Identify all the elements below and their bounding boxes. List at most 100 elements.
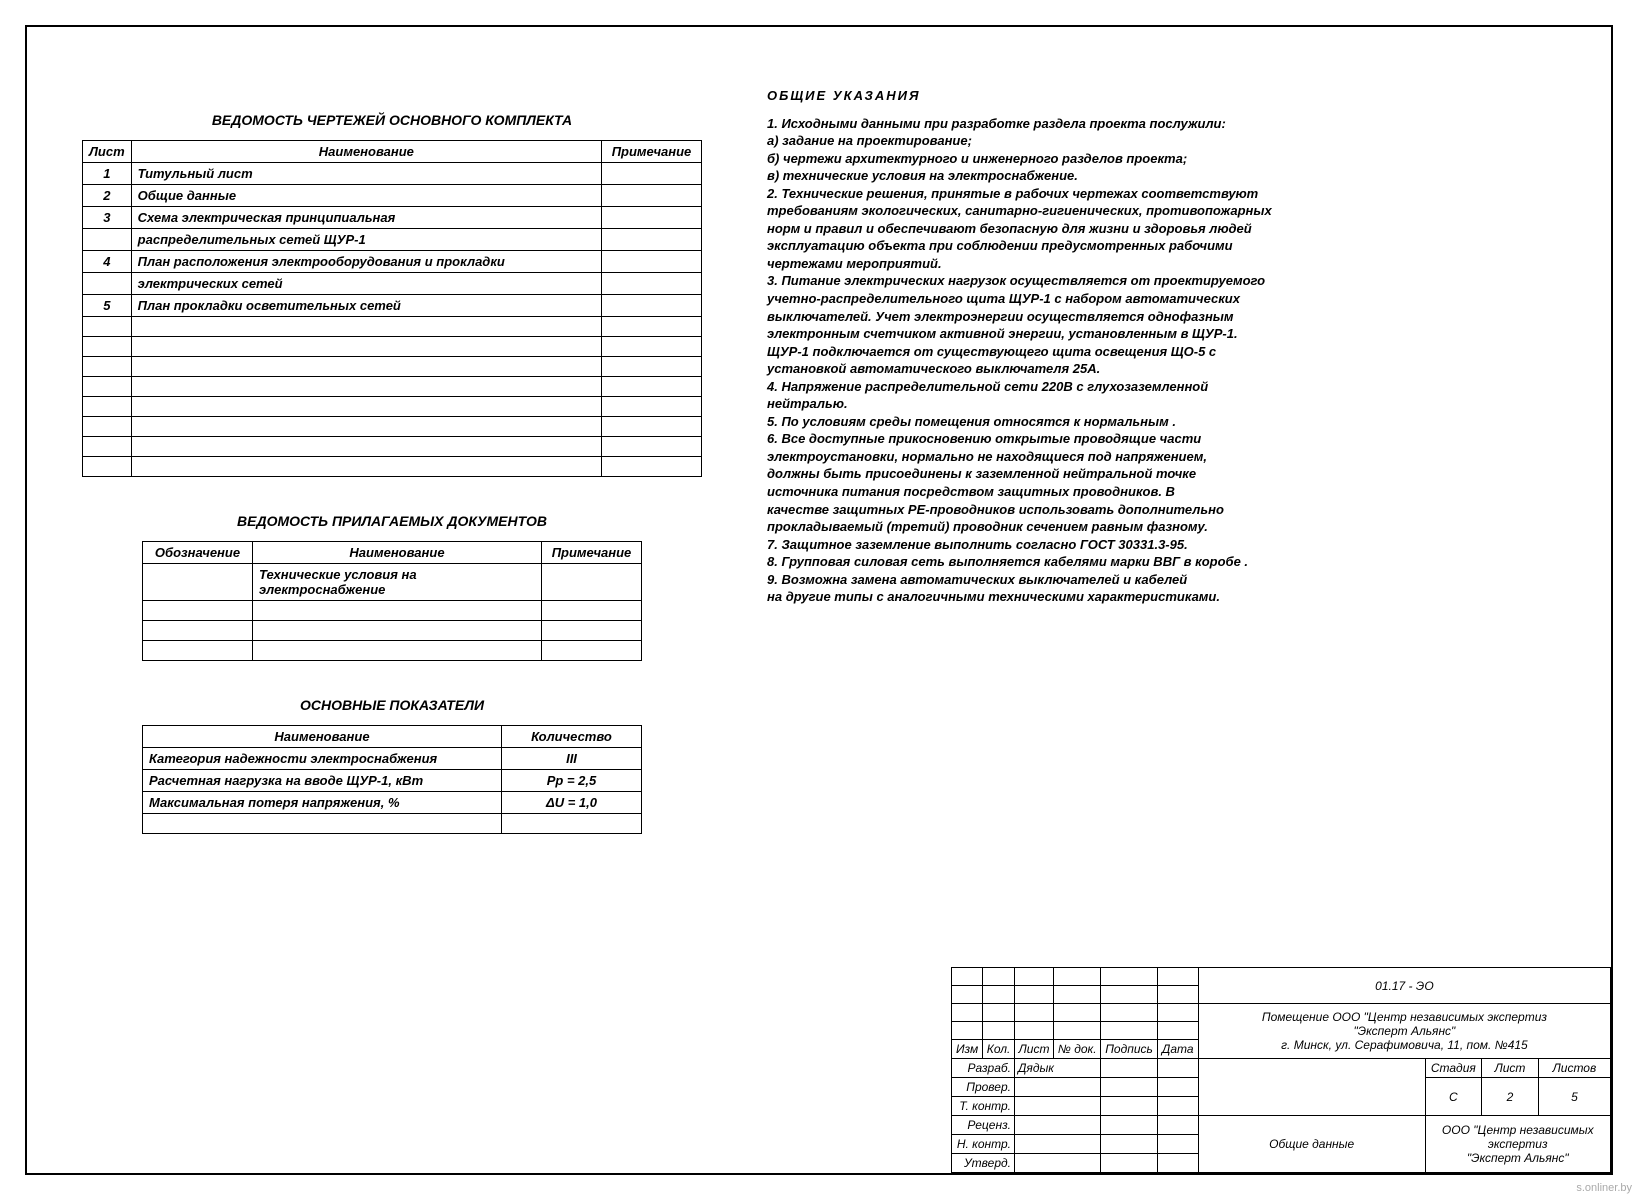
table-row-note bbox=[602, 185, 702, 207]
table-row-num bbox=[83, 273, 132, 295]
t1-col-note: Примечание bbox=[602, 141, 702, 163]
table-row-num: 5 bbox=[83, 295, 132, 317]
t1-col-list: Лист bbox=[83, 141, 132, 163]
t2-col2: Наименование bbox=[253, 542, 542, 564]
table-row-name: распределительных сетей ЩУР-1 bbox=[131, 229, 601, 251]
table-row-note bbox=[602, 207, 702, 229]
tb-razrab-name: Дядык bbox=[1014, 1059, 1100, 1078]
table-row-num: 2 bbox=[83, 185, 132, 207]
drawings-table: Лист Наименование Примечание 1 Титульный… bbox=[82, 140, 702, 477]
tb-code: 01.17 - ЭО bbox=[1198, 968, 1610, 1004]
table-row: ΔU = 1,0 bbox=[502, 792, 642, 814]
note-line: нейтралью. bbox=[767, 395, 1347, 413]
note-line: выключателей. Учет электроэнергии осущес… bbox=[767, 308, 1347, 326]
note-line: должны быть присоединены к заземленной н… bbox=[767, 465, 1347, 483]
note-line: 9. Возможна замена автоматических выключ… bbox=[767, 571, 1347, 589]
table-row-name: План прокладки осветительных сетей bbox=[131, 295, 601, 317]
tb-ndok: № док. bbox=[1054, 1040, 1101, 1059]
table-row-note bbox=[602, 273, 702, 295]
table-row-num: 4 bbox=[83, 251, 132, 273]
tb-sheet-name: Общие данные bbox=[1198, 1116, 1425, 1173]
tb-list: Лист bbox=[1014, 1040, 1053, 1059]
tb-proj-l1: Помещение ООО "Центр независимых эксперт… bbox=[1262, 1010, 1547, 1024]
tb-listov-hdr: Листов bbox=[1538, 1059, 1610, 1078]
indicators-table: Наименование Количество Категория надежн… bbox=[142, 725, 642, 834]
note-line: требованиям экологических, санитарно-гиг… bbox=[767, 202, 1347, 220]
table-row-name: Титульный лист bbox=[131, 163, 601, 185]
tb-project: Помещение ООО "Центр независимых эксперт… bbox=[1198, 1004, 1610, 1059]
note-line: электронным счетчиком активной энергии, … bbox=[767, 325, 1347, 343]
tb-tkontr: Т. контр. bbox=[952, 1097, 1015, 1116]
table-row: III bbox=[502, 748, 642, 770]
note-line: 7. Защитное заземление выполнить согласн… bbox=[767, 536, 1347, 554]
table-row-note bbox=[602, 295, 702, 317]
table-row-num: 3 bbox=[83, 207, 132, 229]
tb-proj-l3: г. Минск, ул. Серафимовича, 11, пом. №41… bbox=[1281, 1038, 1528, 1052]
table2-title: ВЕДОМОСТЬ ПРИЛАГАЕМЫХ ДОКУМЕНТОВ bbox=[82, 513, 702, 529]
table-row: Технические условия на электроснабжение bbox=[253, 564, 542, 601]
table-row bbox=[542, 564, 642, 601]
tb-prover: Провер. bbox=[952, 1078, 1015, 1097]
note-line: качестве защитных РЕ-проводников использ… bbox=[767, 501, 1347, 519]
table-row-name: План расположения электрооборудования и … bbox=[131, 251, 601, 273]
tb-kol: Кол. bbox=[983, 1040, 1015, 1059]
t2-col1: Обозначение bbox=[143, 542, 253, 564]
docs-table: Обозначение Наименование Примечание Техн… bbox=[142, 541, 642, 661]
tb-listn: 2 bbox=[1482, 1078, 1539, 1116]
t3-col1: Наименование bbox=[143, 726, 502, 748]
note-line: 1. Исходными данными при разработке разд… bbox=[767, 115, 1347, 133]
table-row: Рр = 2,5 bbox=[502, 770, 642, 792]
note-line: прокладываемый (третий) проводник сечени… bbox=[767, 518, 1347, 536]
note-line: в) технические условия на электроснабжен… bbox=[767, 167, 1347, 185]
left-column: ВЕДОМОСТЬ ЧЕРТЕЖЕЙ ОСНОВНОГО КОМПЛЕКТА Л… bbox=[82, 112, 702, 834]
note-line: источника питания посредством защитных п… bbox=[767, 483, 1347, 501]
tb-listov: 5 bbox=[1538, 1078, 1610, 1116]
tb-recenz: Реценз. bbox=[952, 1116, 1015, 1135]
note-line: на другие типы с аналогичными технически… bbox=[767, 588, 1347, 606]
note-line: 4. Напряжение распределительной сети 220… bbox=[767, 378, 1347, 396]
tb-stage-hdr: Стадия bbox=[1425, 1059, 1482, 1078]
t3-col2: Количество bbox=[502, 726, 642, 748]
note-line: ЩУР-1 подключается от существующего щита… bbox=[767, 343, 1347, 361]
tb-razrab: Разраб. bbox=[952, 1059, 1015, 1078]
drawing-frame: ВЕДОМОСТЬ ЧЕРТЕЖЕЙ ОСНОВНОГО КОМПЛЕКТА Л… bbox=[25, 25, 1613, 1175]
tb-proj-l2: "Эксперт Альянс" bbox=[1354, 1024, 1456, 1038]
general-notes: ОБЩИЕ УКАЗАНИЯ 1. Исходными данными при … bbox=[767, 87, 1347, 606]
tb-org-l1: ООО "Центр независимых bbox=[1442, 1123, 1594, 1137]
note-line: эксплуатацию объекта при соблюдении пред… bbox=[767, 237, 1347, 255]
tb-data: Дата bbox=[1157, 1040, 1198, 1059]
tb-izm: Изм bbox=[952, 1040, 983, 1059]
note-line: 2. Технические решения, принятые в рабоч… bbox=[767, 185, 1347, 203]
t2-col3: Примечание bbox=[542, 542, 642, 564]
tb-org: ООО "Центр независимых экспертиз "Экспер… bbox=[1425, 1116, 1611, 1173]
table-row-num: 1 bbox=[83, 163, 132, 185]
tb-utverd: Утверд. bbox=[952, 1154, 1015, 1173]
title-block: 01.17 - ЭО Помещение ООО "Центр независи… bbox=[951, 967, 1611, 1173]
tb-org-l2: экспертиз bbox=[1488, 1137, 1548, 1151]
table-row-num bbox=[83, 229, 132, 251]
notes-heading: ОБЩИЕ УКАЗАНИЯ bbox=[767, 87, 1347, 105]
note-line: б) чертежи архитектурного и инженерного … bbox=[767, 150, 1347, 168]
tb-org-l3: "Эксперт Альянс" bbox=[1467, 1151, 1569, 1165]
table-row-note bbox=[602, 163, 702, 185]
note-line: 3. Питание электрических нагрузок осущес… bbox=[767, 272, 1347, 290]
table-row-name: Схема электрическая принципиальная bbox=[131, 207, 601, 229]
tb-stage: С bbox=[1425, 1078, 1482, 1116]
table-row: Максимальная потеря напряжения, % bbox=[143, 792, 502, 814]
note-line: 5. По условиям среды помещения относятся… bbox=[767, 413, 1347, 431]
table-row: Категория надежности электроснабжения bbox=[143, 748, 502, 770]
note-line: чертежами мероприятий. bbox=[767, 255, 1347, 273]
table-row-name: электрических сетей bbox=[131, 273, 601, 295]
tb-nkontr: Н. контр. bbox=[952, 1135, 1015, 1154]
note-line: учетно-распределительного щита ЩУР-1 с н… bbox=[767, 290, 1347, 308]
note-line: норм и правил и обеспечивают безопасную … bbox=[767, 220, 1347, 238]
table-row-note bbox=[602, 229, 702, 251]
table-row-note bbox=[602, 251, 702, 273]
table1-title: ВЕДОМОСТЬ ЧЕРТЕЖЕЙ ОСНОВНОГО КОМПЛЕКТА bbox=[82, 112, 702, 128]
note-line: 6. Все доступные прикосновению открытые … bbox=[767, 430, 1347, 448]
table3-title: ОСНОВНЫЕ ПОКАЗАТЕЛИ bbox=[82, 697, 702, 713]
table-row-name: Общие данные bbox=[131, 185, 601, 207]
watermark: s.onliner.by bbox=[1576, 1182, 1632, 1194]
note-line: 8. Групповая силовая сеть выполняется ка… bbox=[767, 553, 1347, 571]
tb-podpis: Подпись bbox=[1101, 1040, 1157, 1059]
